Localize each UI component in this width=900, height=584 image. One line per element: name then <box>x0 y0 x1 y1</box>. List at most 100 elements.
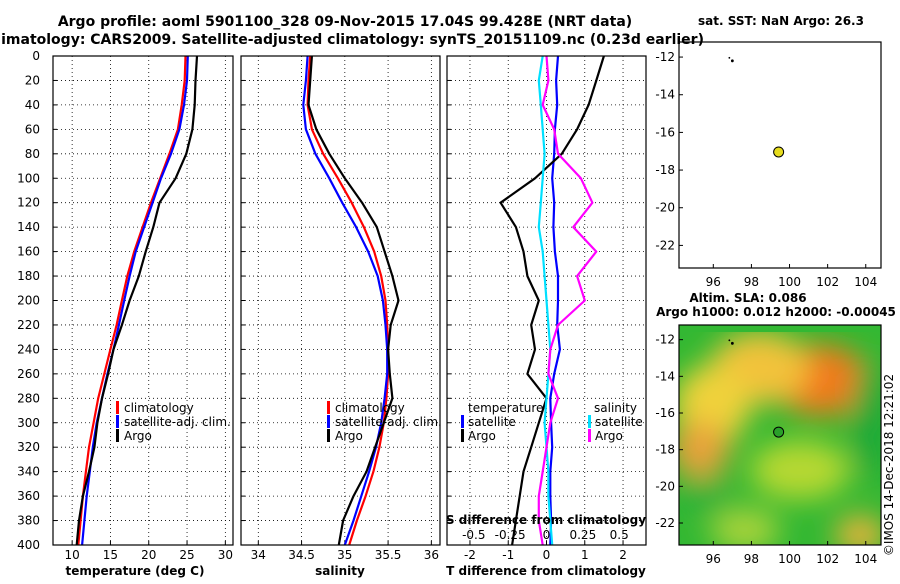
sla-low-east <box>852 360 881 480</box>
depth-tick-label: 300 <box>17 416 40 430</box>
depth-axis-labels: 0 20 40 60 80 100 120 140 160 180 200 220 240 260 280 3… <box>17 49 40 552</box>
depth-tick-label: 340 <box>17 465 40 479</box>
legend-swatch-climatology <box>116 401 119 414</box>
sla-high-sw <box>679 422 730 478</box>
legend-label-s-argo: Argo <box>595 429 623 443</box>
x-tick-label: 2 <box>619 548 627 562</box>
sla-mid-south <box>710 508 780 545</box>
legend-label-climatology: climatology <box>124 401 194 415</box>
depth-tick-label: 100 <box>17 171 40 185</box>
track-marker <box>728 56 731 59</box>
x-tick-label: -2 <box>464 548 476 562</box>
series-line-t-argo <box>499 55 605 546</box>
series-line-climatology <box>77 55 187 546</box>
legend-label-satellite: satellite-adj. clim. <box>124 415 231 429</box>
temperature-panel: 10 15 20 25 30 <box>52 55 234 562</box>
depth-tick-label: 60 <box>25 122 40 136</box>
depth-tick-label: 380 <box>17 514 40 528</box>
panel-frame <box>240 55 441 546</box>
sla-low-west <box>679 479 731 511</box>
legend-title-salinity: salinity <box>594 401 637 415</box>
depth-tick-label: 80 <box>25 147 40 161</box>
temperature-legend: climatology satellite-adj. clim. Argo <box>116 401 231 443</box>
map-frame <box>678 324 882 546</box>
temperature-xlabel: temperature (deg C) <box>66 564 205 578</box>
map-x-tick-label: 96 <box>706 552 721 566</box>
legend-swatch-argo <box>327 429 330 442</box>
map-y-tick-label: -18 <box>655 163 675 177</box>
x-tick-label: 35 <box>337 548 352 562</box>
figure-title-line1: Argo profile: aoml 5901100_328 09-Nov-20… <box>58 14 632 30</box>
legend-label-climatology: climatology <box>335 401 405 415</box>
panel-frame <box>446 55 647 546</box>
depth-tick-label: 160 <box>17 245 40 259</box>
depth-tick-label: 320 <box>17 440 40 454</box>
x-tick-label: 36 <box>424 548 439 562</box>
map-y-tick-label: -12 <box>655 333 675 347</box>
map-y-tick-label: -12 <box>655 50 675 64</box>
map-y-tick-label: -22 <box>655 238 675 252</box>
salinity-panel: 34 34.5 35 35.5 36 <box>240 55 441 562</box>
x-tick-label: 34.5 <box>288 548 315 562</box>
map-y-tick-label: -14 <box>655 88 675 102</box>
profile-location-marker <box>773 426 785 438</box>
x-tick-label: 34 <box>251 548 266 562</box>
difference-legend: temperature salinity satellite Argo sate… <box>446 401 646 527</box>
legend-swatch-argo <box>116 429 119 442</box>
s-tick-label: -0.5 <box>462 528 485 542</box>
s-tick-label: 0 <box>543 528 551 542</box>
depth-tick-label: 20 <box>25 73 40 87</box>
s-tick-label: 0.5 <box>610 528 629 542</box>
series-line-argo <box>307 55 400 546</box>
series-line-s-argo <box>537 55 598 546</box>
map-y-tick-label: -16 <box>655 406 675 420</box>
map-y-tick-label: -20 <box>655 201 675 215</box>
legend-label-t-satellite: satellite <box>468 415 516 429</box>
x-tick-label: 30 <box>218 548 233 562</box>
map-y-tick-label: -18 <box>655 443 675 457</box>
depth-tick-label: 280 <box>17 391 40 405</box>
depth-tick-label: 120 <box>17 196 40 210</box>
depth-tick-label: 0 <box>32 49 40 63</box>
s-tick-label: -0.25 <box>495 528 526 542</box>
legend-label-argo: Argo <box>124 429 152 443</box>
x-tick-label: 10 <box>65 548 80 562</box>
x-tick-label: 20 <box>141 548 156 562</box>
map-frame <box>678 41 882 269</box>
series-line-s-satellite <box>537 55 554 546</box>
x-tick-label: 25 <box>179 548 194 562</box>
map-y-tick-label: -20 <box>655 479 675 493</box>
x-tick-label: 0 <box>543 548 551 562</box>
x-tick-label: 35.5 <box>375 548 402 562</box>
depth-tick-label: 360 <box>17 489 40 503</box>
difference-panel: -2 -1 0 1 2 -0.5 -0.25 0 0.25 0.5 <box>446 55 647 562</box>
figure-title-line2: Climatology: CARS2009. Satellite-adjuste… <box>0 32 704 48</box>
map-x-tick-label: 100 <box>778 552 801 566</box>
legend-label-s-satellite: satellite <box>595 415 643 429</box>
track-marker <box>730 59 734 63</box>
legend-label-t-argo: Argo <box>468 429 496 443</box>
depth-tick-label: 40 <box>25 98 40 112</box>
x-tick-label: 1 <box>581 548 589 562</box>
depth-tick-label: 260 <box>17 367 40 381</box>
series-line-argo <box>75 55 199 546</box>
salinity-xlabel: salinity <box>315 564 365 578</box>
sla-heatmap-field <box>679 325 881 545</box>
map-y-tick-label: -14 <box>655 369 675 383</box>
x-tick-label: -1 <box>502 548 514 562</box>
legend-swatch-s-satellite <box>588 415 591 428</box>
map-x-tick-label: 104 <box>854 552 877 566</box>
legend-swatch-t-argo <box>461 429 464 442</box>
depth-tick-label: 180 <box>17 269 40 283</box>
sst-map: 96 98 100 102 104 -12 -14 -16 -18 -20 -22 <box>655 41 882 289</box>
legend-title-temperature: temperature <box>468 401 543 415</box>
sla-mid-center <box>750 440 850 500</box>
series-line-climatology <box>306 55 390 546</box>
x-tick-label: 15 <box>103 548 118 562</box>
map-x-tick-label: 102 <box>816 275 839 289</box>
sla-map-title1: Altim. SLA: 0.086 <box>689 291 806 305</box>
panel-frame <box>52 55 234 546</box>
s-difference-label: S difference from climatology <box>446 513 646 527</box>
